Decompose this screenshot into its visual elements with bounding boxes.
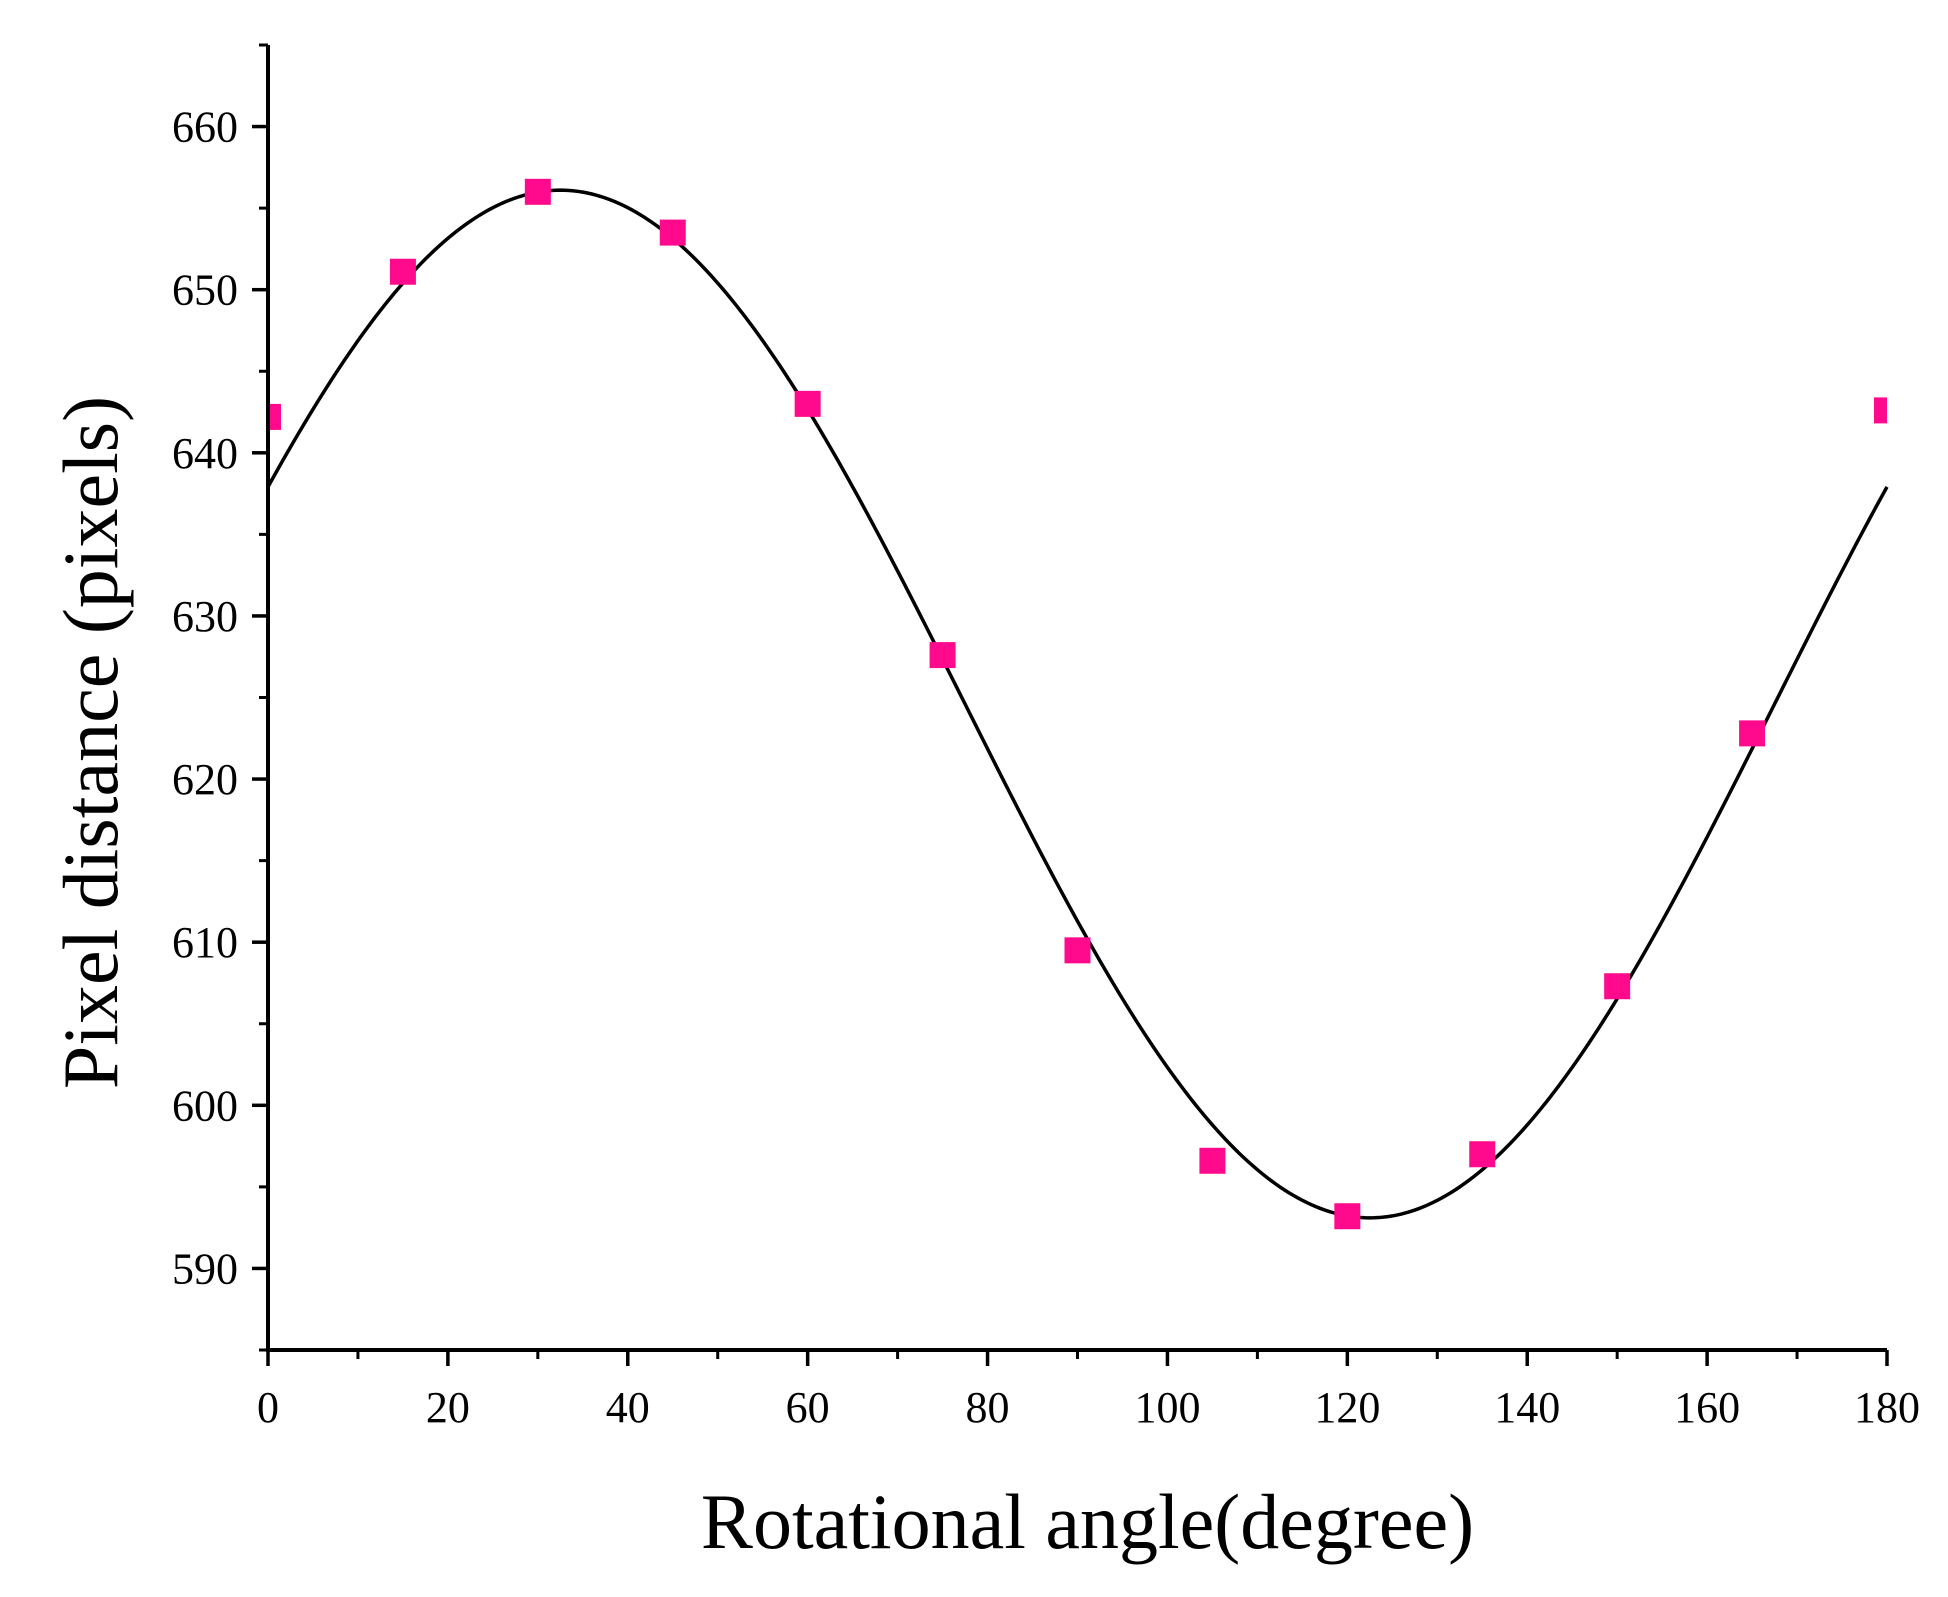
x-tick-label: 180 bbox=[1854, 1383, 1920, 1432]
x-tick-label: 140 bbox=[1494, 1383, 1560, 1432]
x-axis-title: Rotational angle(degree) bbox=[701, 1478, 1474, 1565]
data-point bbox=[524, 178, 551, 205]
data-point bbox=[389, 258, 416, 285]
x-tick-label: 100 bbox=[1134, 1383, 1200, 1432]
y-tick-label: 600 bbox=[172, 1081, 238, 1130]
data-point bbox=[1199, 1147, 1226, 1174]
x-tick-label: 160 bbox=[1674, 1383, 1740, 1432]
x-tick-label: 40 bbox=[606, 1383, 650, 1432]
x-tick-labels: 0 20 40 60 80 100 120 140 160 180 bbox=[257, 1383, 1920, 1432]
y-tick-label: 620 bbox=[172, 755, 238, 804]
y-tick-label: 610 bbox=[172, 918, 238, 967]
x-tick-label: 20 bbox=[426, 1383, 470, 1432]
data-point bbox=[1604, 973, 1631, 1000]
data-point bbox=[1739, 720, 1766, 747]
y-tick-label: 630 bbox=[172, 592, 238, 641]
y-axis-title: Pixel distance (pixels) bbox=[47, 396, 134, 1089]
y-tick-labels: 590 600 610 620 630 640 650 660 bbox=[172, 103, 238, 1294]
data-point bbox=[929, 642, 956, 669]
x-tick-label: 60 bbox=[786, 1383, 830, 1432]
x-tick-label: 0 bbox=[257, 1383, 279, 1432]
data-point bbox=[268, 403, 281, 430]
y-tick-label: 640 bbox=[172, 429, 238, 478]
data-point bbox=[1334, 1203, 1361, 1230]
data-point bbox=[1469, 1141, 1496, 1168]
data-markers bbox=[268, 178, 1887, 1230]
fit-curve bbox=[266, 188, 1889, 1220]
x-tick-label: 80 bbox=[966, 1383, 1010, 1432]
y-tick-label: 590 bbox=[172, 1244, 238, 1293]
y-tick-label: 660 bbox=[172, 103, 238, 152]
axes bbox=[252, 43, 1889, 1366]
y-tick-label: 650 bbox=[172, 266, 238, 315]
data-point bbox=[1874, 397, 1887, 424]
data-point bbox=[794, 390, 821, 417]
x-tick-label: 120 bbox=[1314, 1383, 1380, 1432]
data-point bbox=[1064, 937, 1091, 964]
plot-area bbox=[266, 178, 1889, 1230]
data-point bbox=[659, 219, 686, 246]
